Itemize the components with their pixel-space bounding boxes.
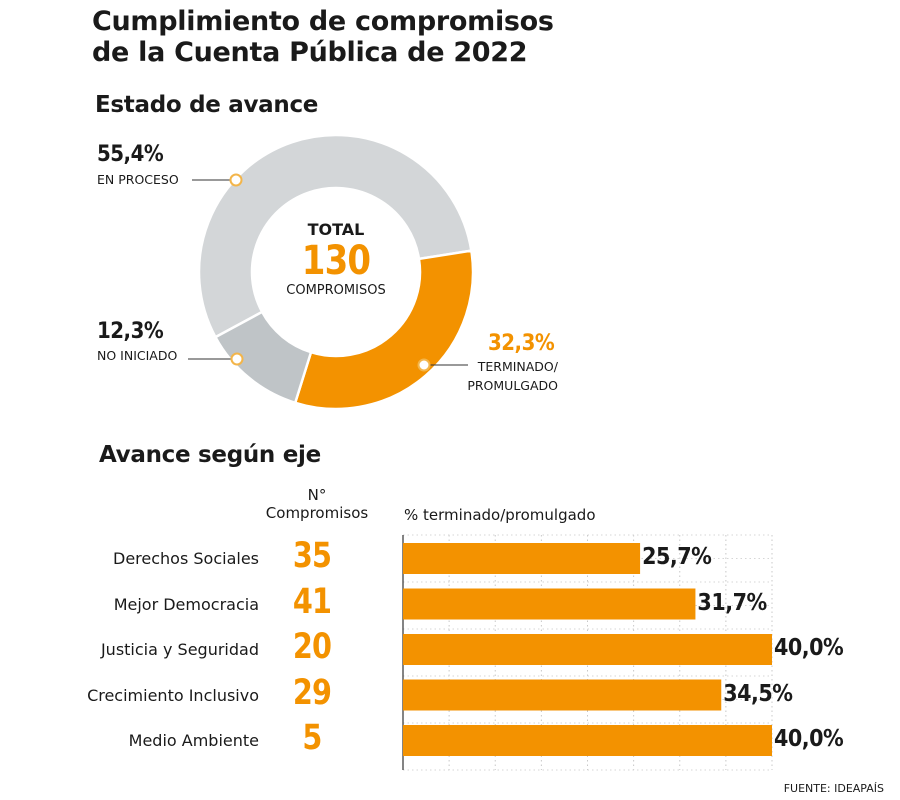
category-label: Crecimiento Inclusivo	[87, 685, 259, 705]
leader-no-iniciado-dot	[230, 352, 244, 366]
chart-title: Cumplimiento de compromisos de la Cuenta…	[92, 6, 554, 68]
commitment-count: 20	[292, 627, 332, 667]
donut-section-title: Estado de avance	[95, 92, 319, 118]
bar-mejor-democracia	[403, 588, 696, 620]
category-label: Justicia y Seguridad	[100, 640, 259, 659]
bar-medio-ambiente	[403, 725, 772, 756]
title-line-2: de la Cuenta Pública de 2022	[92, 37, 528, 68]
count-column-header: N° Compromisos	[265, 486, 369, 522]
bar-derechos-sociales	[403, 543, 641, 574]
slice-label-terminado-value: 32,3%	[488, 331, 555, 356]
donut-center-bottom-label: COMPROMISOS	[286, 283, 386, 298]
donut-slice-en-proceso	[197, 133, 473, 339]
category-label: Medio Ambiente	[128, 731, 259, 750]
slice-label-en-proceso: EN PROCESO	[97, 172, 179, 187]
commitment-count: 35	[292, 536, 332, 576]
commitment-count: 5	[302, 718, 322, 758]
bar-crecimiento-inclusivo	[403, 679, 722, 711]
donut-center-value: 130	[301, 238, 371, 284]
title-line-1: Cumplimiento de compromisos	[92, 6, 554, 37]
bar-value-label: 40,0%	[774, 726, 844, 752]
bar-value-label: 31,7%	[697, 589, 767, 616]
slice-label-no-iniciado-value: 12,3%	[97, 319, 164, 344]
bar-value-label: 25,7%	[642, 544, 712, 570]
donut-leader-lines	[188, 173, 468, 372]
source-note: FUENTE: IDEAPAÍS	[783, 782, 884, 795]
commitment-count: 41	[292, 581, 332, 622]
donut-center-total-label: TOTAL	[307, 220, 365, 239]
category-label: Mejor Democracia	[113, 594, 259, 614]
bar-value-label: 40,0%	[774, 635, 844, 661]
bar-axis-label: % terminado/promulgado	[404, 506, 596, 524]
commitment-count: 29	[292, 672, 332, 713]
bar-section-title: Avance según eje	[99, 442, 321, 468]
slice-label-en-proceso-value: 55,4%	[97, 142, 164, 167]
slice-label-terminado: TERMINADO/ PROMULGADO	[467, 359, 558, 393]
leader-terminado-promulgado-dot	[417, 358, 431, 372]
bar-justicia-y-seguridad	[403, 634, 772, 665]
bar-chart	[402, 534, 773, 771]
category-label: Derechos Sociales	[113, 549, 259, 568]
donut-slice-no-iniciado	[213, 310, 313, 405]
bar-value-label: 34,5%	[723, 680, 793, 707]
slice-label-no-iniciado: NO INICIADO	[97, 348, 178, 363]
leader-en-proceso-dot	[229, 173, 243, 187]
